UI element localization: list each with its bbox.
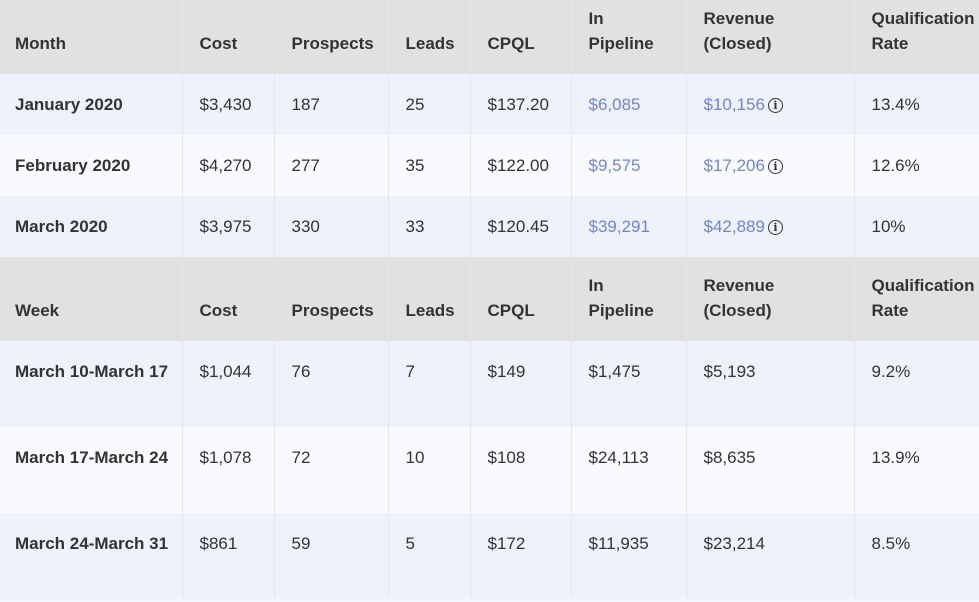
header-leads: Leads: [387, 257, 470, 341]
cell-pipeline-link[interactable]: $6,085: [570, 74, 686, 135]
revenue-link[interactable]: $10,156: [703, 95, 765, 114]
cell-cost: $3,975: [181, 196, 274, 257]
monthly-header-row: Month Cost Prospects Leads CPQL In Pipel…: [0, 0, 979, 74]
cell-revenue: $23,214: [685, 513, 854, 599]
info-icon[interactable]: i: [767, 159, 783, 175]
cell-leads: 10: [387, 427, 470, 513]
header-cost: Cost: [181, 0, 274, 74]
table-row: March 10-March 17 $1,044 76 7 $149 $1,47…: [0, 341, 979, 427]
cell-rate: 10%: [853, 196, 979, 257]
header-in-pipeline: In Pipeline: [570, 0, 686, 74]
cell-cost: $1,044: [181, 341, 274, 427]
table-row: March 17-March 24 $1,078 72 10 $108 $24,…: [0, 427, 979, 513]
cell-pipeline: $11,935: [570, 513, 686, 599]
cell-prospects: 187: [273, 74, 388, 135]
cell-cpql: $122.00: [469, 135, 571, 196]
header-month: Month: [0, 0, 182, 74]
header-prospects: Prospects: [273, 0, 388, 74]
header-cpql: CPQL: [469, 0, 571, 74]
pipeline-link[interactable]: $6,085: [588, 95, 641, 114]
cell-leads: 5: [387, 513, 470, 599]
header-cpql: CPQL: [469, 257, 571, 341]
cell-pipeline-link[interactable]: $9,575: [570, 135, 686, 196]
pipeline-link[interactable]: $9,575: [588, 156, 641, 175]
cell-leads: 25: [387, 74, 470, 135]
revenue-link[interactable]: $17,206: [703, 156, 765, 175]
cell-prospects: 330: [273, 196, 388, 257]
header-leads: Leads: [387, 0, 470, 74]
cell-leads: 33: [387, 196, 470, 257]
cell-revenue: $17,206 i: [685, 135, 854, 196]
cell-rate: 9.2%: [853, 341, 979, 427]
cell-pipeline-link[interactable]: $39,291: [570, 196, 686, 257]
table-row: March 2020 $3,975 330 33 $120.45 $39,291…: [0, 196, 979, 257]
cell-rate: 13.4%: [853, 74, 979, 135]
header-cost: Cost: [181, 257, 274, 341]
table-row: February 2020 $4,270 277 35 $122.00 $9,5…: [0, 135, 979, 196]
cell-revenue: $42,889 i: [685, 196, 854, 257]
cell-pipeline: $24,113: [570, 427, 686, 513]
cell-revenue: $5,193: [685, 341, 854, 427]
cell-revenue: $10,156 i: [685, 74, 854, 135]
weekly-header-row: Week Cost Prospects Leads CPQL In Pipeli…: [0, 257, 979, 341]
header-qualification-rate: Qualification Rate: [853, 0, 979, 74]
cell-cpql: $149: [469, 341, 571, 427]
cell-leads: 35: [387, 135, 470, 196]
cell-rate: 8.5%: [853, 513, 979, 599]
cell-prospects: 277: [273, 135, 388, 196]
table-row: January 2020 $3,430 187 25 $137.20 $6,08…: [0, 74, 979, 135]
row-label: January 2020: [0, 74, 182, 135]
cell-cpql: $137.20: [469, 74, 571, 135]
cell-rate: 12.6%: [853, 135, 979, 196]
cell-prospects: 59: [273, 513, 388, 599]
cell-rate: 13.9%: [853, 427, 979, 513]
info-icon[interactable]: i: [767, 220, 783, 236]
cell-leads: 7: [387, 341, 470, 427]
row-label: March 17-March 24: [0, 427, 182, 513]
pipeline-link[interactable]: $39,291: [588, 217, 650, 236]
header-in-pipeline: In Pipeline: [570, 257, 686, 341]
row-label: March 24-March 31: [0, 513, 182, 599]
row-label: March 2020: [0, 196, 182, 257]
header-prospects: Prospects: [273, 257, 388, 341]
cell-revenue: $8,635: [685, 427, 854, 513]
header-qualification-rate: Qualification Rate: [853, 257, 979, 341]
header-week: Week: [0, 257, 182, 341]
cell-cpql: $108: [469, 427, 571, 513]
info-icon[interactable]: i: [767, 98, 783, 114]
table-row: March 24-March 31 $861 59 5 $172 $11,935…: [0, 513, 979, 599]
header-revenue-closed: Revenue (Closed): [685, 0, 854, 74]
cell-cost: $1,078: [181, 427, 274, 513]
cell-cpql: $120.45: [469, 196, 571, 257]
cell-cost: $3,430: [181, 74, 274, 135]
cell-prospects: 76: [273, 341, 388, 427]
cell-cost: $4,270: [181, 135, 274, 196]
cell-cost: $861: [181, 513, 274, 599]
cell-cpql: $172: [469, 513, 571, 599]
cell-prospects: 72: [273, 427, 388, 513]
row-label: February 2020: [0, 135, 182, 196]
row-label: March 10-March 17: [0, 341, 182, 427]
header-revenue-closed: Revenue (Closed): [685, 257, 854, 341]
revenue-link[interactable]: $42,889: [703, 217, 765, 236]
cell-pipeline: $1,475: [570, 341, 686, 427]
